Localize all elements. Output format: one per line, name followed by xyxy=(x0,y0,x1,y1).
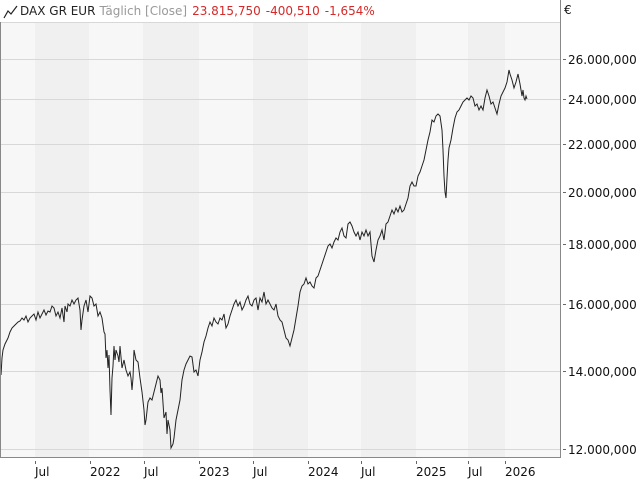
period-label: Täglich [Close] xyxy=(99,4,188,18)
x-tick-label: 2026 xyxy=(505,465,536,479)
y-tick-label: 22.000,000 xyxy=(568,138,637,152)
y-axis-ticks xyxy=(563,59,566,450)
price-line xyxy=(0,69,528,450)
x-tick-label: Jul xyxy=(252,465,267,479)
y-tick-label: 18.000,000 xyxy=(568,238,637,252)
x-tick-label: 2024 xyxy=(308,465,339,479)
x-tick-label: Jul xyxy=(467,465,482,479)
currency-label: € xyxy=(564,3,572,17)
line-chart-icon xyxy=(3,5,18,18)
x-tick-label: 2023 xyxy=(199,465,230,479)
price-change: -400,510 xyxy=(265,4,320,18)
y-tick-label: 14.000,000 xyxy=(568,365,637,379)
y-tick-label: 24.000,000 xyxy=(568,93,637,107)
x-tick-label: Jul xyxy=(34,465,49,479)
last-price: 23.815,750 xyxy=(192,4,261,18)
chart-header: DAX GR EUR Täglich [Close] 23.815,750 -400,… xyxy=(0,0,560,22)
instrument-name: DAX GR EUR xyxy=(20,4,96,18)
y-tick-label: 16.000,000 xyxy=(568,298,637,312)
x-axis-ticks xyxy=(35,461,506,464)
y-tick-label: 20.000,000 xyxy=(568,186,637,200)
y-tick-label: 12.000,000 xyxy=(568,443,637,457)
x-tick-label: 2022 xyxy=(90,465,121,479)
x-tick-label: 2025 xyxy=(416,465,447,479)
x-tick-label: Jul xyxy=(360,465,375,479)
price-change-percent: -1,654% xyxy=(324,4,375,18)
y-tick-label: 26.000,000 xyxy=(568,53,637,67)
y-gridlines xyxy=(1,22,560,450)
x-tick-label: Jul xyxy=(143,465,158,479)
